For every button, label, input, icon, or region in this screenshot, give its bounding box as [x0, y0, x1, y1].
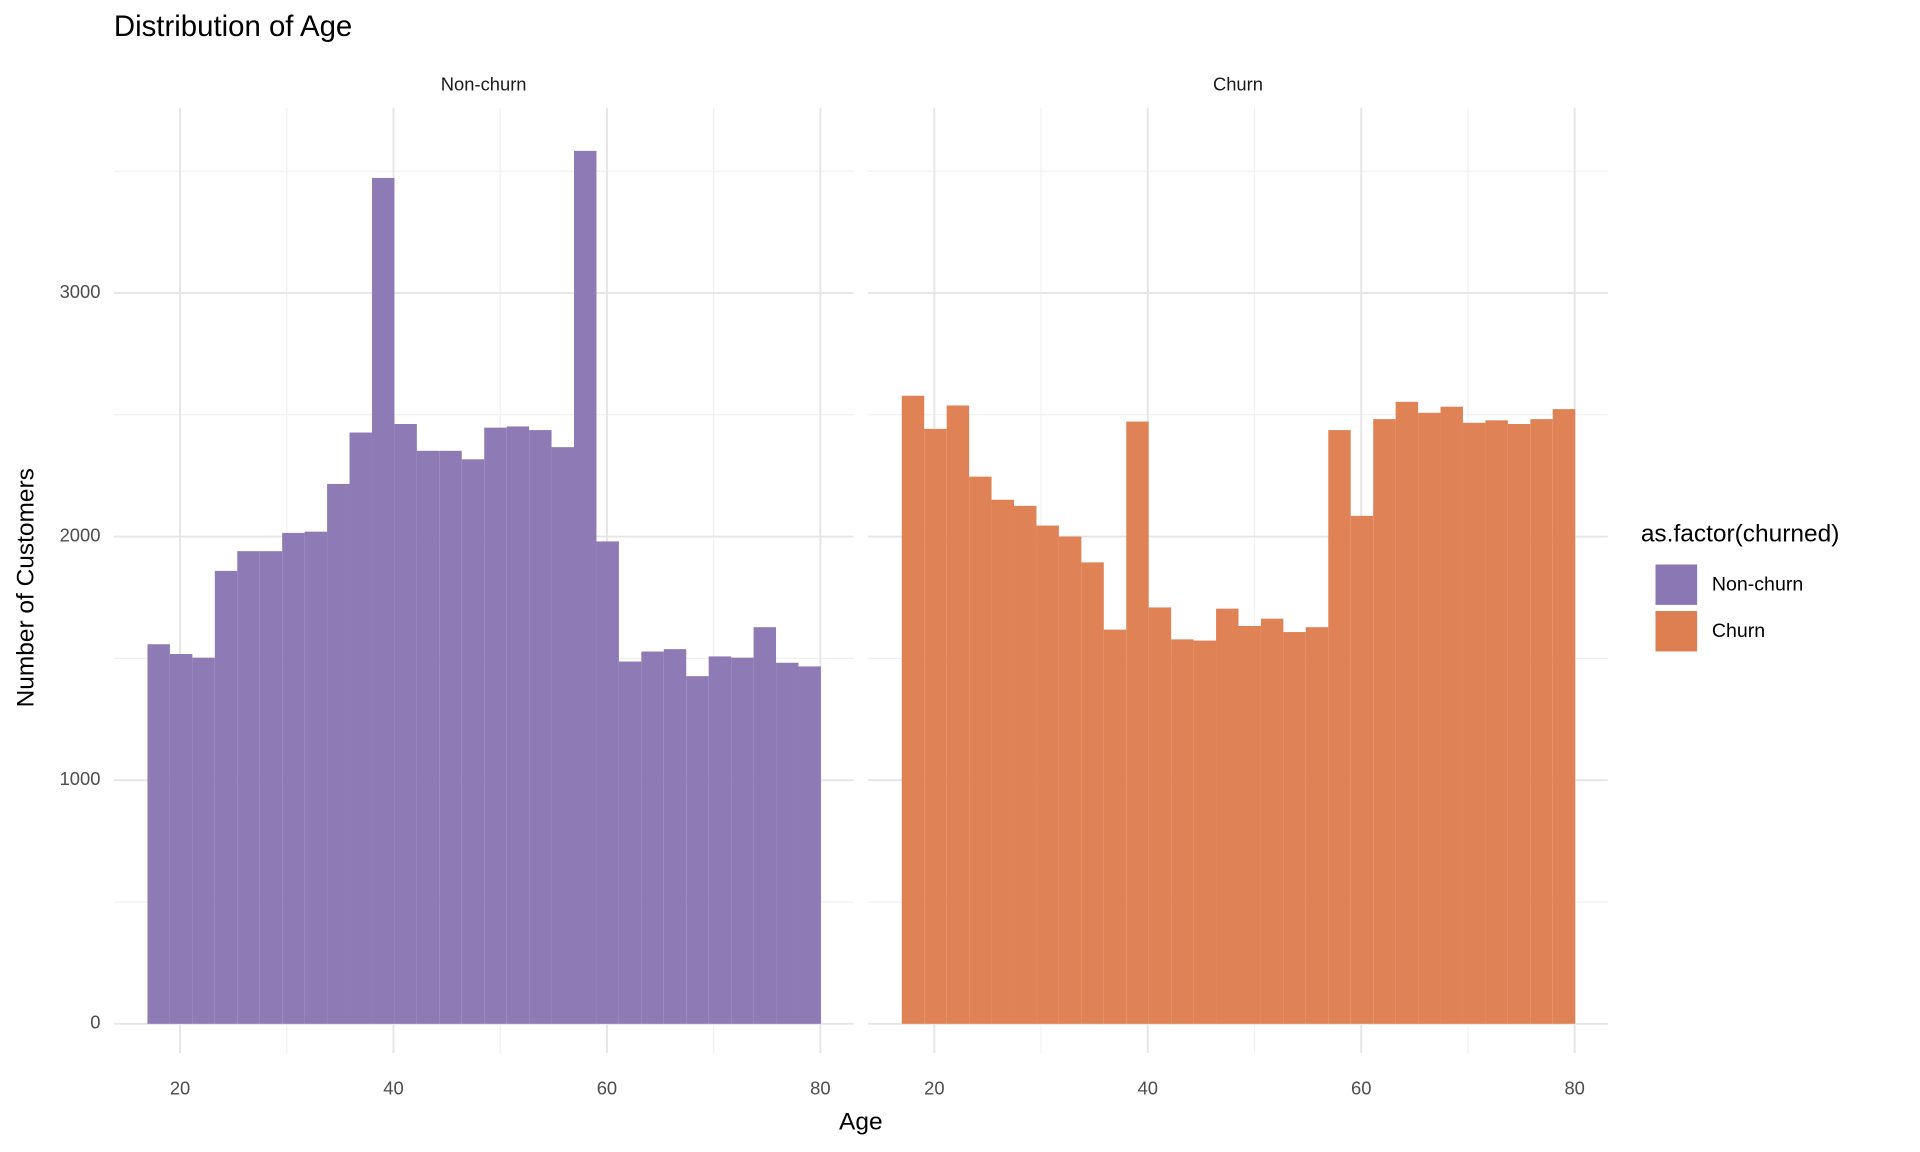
y-tick-label: 2000	[60, 524, 101, 545]
chart-title: Distribution of Age	[114, 10, 352, 43]
bar	[394, 423, 417, 1024]
bar	[1305, 627, 1329, 1024]
bar	[776, 662, 799, 1024]
bar	[731, 657, 754, 1024]
bar	[349, 432, 372, 1024]
legend-label: Non-churn	[1712, 573, 1803, 595]
bar	[237, 551, 260, 1024]
bar	[1418, 412, 1441, 1024]
bar	[1485, 420, 1508, 1024]
bar	[1507, 423, 1531, 1024]
bar	[1126, 421, 1149, 1024]
bar	[1148, 607, 1172, 1024]
y-axis-label: Number of Customers	[12, 468, 39, 707]
bar	[1058, 536, 1082, 1024]
x-tick-label: 40	[383, 1078, 403, 1099]
bar	[1395, 401, 1419, 1024]
x-tick-label: 60	[1351, 1078, 1371, 1099]
bar	[147, 644, 170, 1024]
legend-label: Churn	[1712, 620, 1765, 642]
bar	[1238, 625, 1261, 1024]
y-tick-label: 0	[90, 1012, 100, 1033]
bar	[641, 651, 664, 1024]
bar	[1193, 640, 1217, 1024]
bar	[461, 459, 485, 1024]
x-axis-label: Age	[839, 1108, 883, 1135]
x-tick-label: 80	[1564, 1078, 1584, 1099]
bar	[192, 657, 215, 1024]
bar	[1260, 618, 1284, 1024]
bar	[753, 627, 777, 1024]
bar	[1283, 632, 1306, 1024]
bar	[663, 649, 687, 1024]
bar	[1552, 409, 1576, 1024]
bar	[551, 447, 575, 1024]
x-tick-label: 60	[597, 1078, 617, 1099]
bar	[169, 653, 193, 1024]
bar	[1530, 419, 1553, 1024]
y-tick-label: 1000	[60, 768, 101, 789]
bar	[991, 499, 1015, 1024]
bar	[416, 450, 440, 1024]
legend-title: as.factor(churned)	[1641, 521, 1840, 548]
x-tick-label: 40	[1138, 1078, 1158, 1099]
bar	[901, 395, 925, 1024]
bar	[1036, 525, 1059, 1024]
bar	[1440, 406, 1463, 1024]
facet-label: Churn	[1213, 74, 1263, 95]
bar	[1328, 430, 1351, 1024]
bar	[529, 430, 552, 1024]
bar	[214, 570, 238, 1024]
bar	[1171, 639, 1194, 1024]
bar	[1462, 422, 1486, 1024]
bar	[596, 541, 619, 1024]
bar	[1350, 515, 1374, 1024]
bar	[574, 150, 597, 1024]
bar	[1216, 608, 1239, 1024]
bar	[708, 656, 732, 1024]
bar	[304, 531, 328, 1024]
facet-label: Non-churn	[441, 74, 527, 95]
bar	[798, 666, 821, 1024]
bar	[1103, 629, 1127, 1024]
bar	[259, 551, 283, 1024]
x-tick-label: 80	[810, 1078, 830, 1099]
y-tick-label: 3000	[60, 281, 101, 302]
x-tick-label: 20	[170, 1078, 190, 1099]
bar	[484, 427, 507, 1024]
x-tick-label: 20	[924, 1078, 944, 1099]
bar	[1081, 562, 1104, 1024]
bar	[327, 483, 350, 1024]
bar	[282, 532, 305, 1024]
bar	[439, 450, 462, 1024]
bar	[969, 476, 992, 1024]
bar	[924, 428, 947, 1024]
bar	[371, 177, 395, 1024]
bar	[506, 426, 530, 1024]
bar	[946, 405, 970, 1024]
bar	[686, 676, 709, 1024]
bar	[1373, 419, 1396, 1024]
legend-key	[1655, 564, 1698, 605]
legend-key	[1655, 611, 1698, 652]
bar	[1014, 505, 1037, 1024]
bar	[618, 661, 642, 1024]
